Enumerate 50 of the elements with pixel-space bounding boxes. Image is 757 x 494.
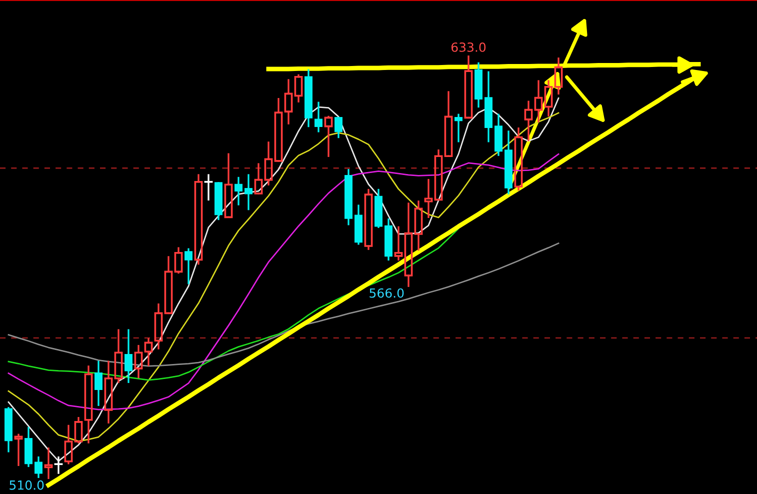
- candlestick: [314, 102, 322, 132]
- candlestick: [414, 200, 423, 251]
- candlestick: [104, 360, 113, 424]
- candlestick: [284, 79, 293, 124]
- candlestick: [404, 202, 413, 287]
- candlestick: [534, 80, 543, 122]
- candlestick: [354, 204, 362, 245]
- candlestick: [484, 71, 492, 142]
- candlestick: [374, 188, 382, 228]
- candlestick: [54, 456, 63, 474]
- candlestick: [504, 130, 512, 194]
- candlestick: [244, 174, 252, 210]
- candlestick: [474, 62, 482, 108]
- annotation: 566.0: [370, 288, 404, 298]
- candlestick: [94, 360, 102, 406]
- candlestick: [264, 142, 273, 186]
- candlestick: [14, 434, 23, 466]
- candlestick: [394, 226, 403, 261]
- candlestick: [294, 74, 303, 102]
- candlestick: [384, 218, 392, 261]
- candlestick: [64, 424, 73, 464]
- candlestick: [84, 366, 93, 444]
- candlestick: [544, 80, 553, 116]
- candlestick: [4, 407, 12, 452]
- candlestick: [514, 128, 523, 191]
- candlestick: [324, 116, 333, 157]
- candlestick: [194, 174, 203, 265]
- candlestick: [174, 247, 183, 274]
- candlestick: [144, 338, 153, 366]
- candlestick: [344, 169, 352, 226]
- candlestick: [114, 329, 123, 383]
- candlestick: [454, 114, 462, 142]
- candlestick: [554, 58, 563, 95]
- candlestick: [424, 178, 433, 218]
- candlestick: [524, 100, 533, 142]
- candlestick: [124, 329, 132, 383]
- candlestick: [494, 114, 502, 156]
- candlestick: [154, 303, 163, 350]
- candlestick: [34, 456, 42, 478]
- candlestick: [234, 176, 242, 206]
- candlestick: [364, 188, 373, 250]
- candlestick: [204, 174, 213, 201]
- candlestick: [184, 248, 192, 284]
- text: 510.0: [10, 480, 44, 490]
- candlestick: [304, 69, 312, 128]
- candlestick: [74, 416, 83, 444]
- candlestick: [24, 426, 32, 468]
- candlestick: [44, 448, 53, 480]
- candlestick: [134, 344, 143, 378]
- text: 633.0: [451, 42, 486, 52]
